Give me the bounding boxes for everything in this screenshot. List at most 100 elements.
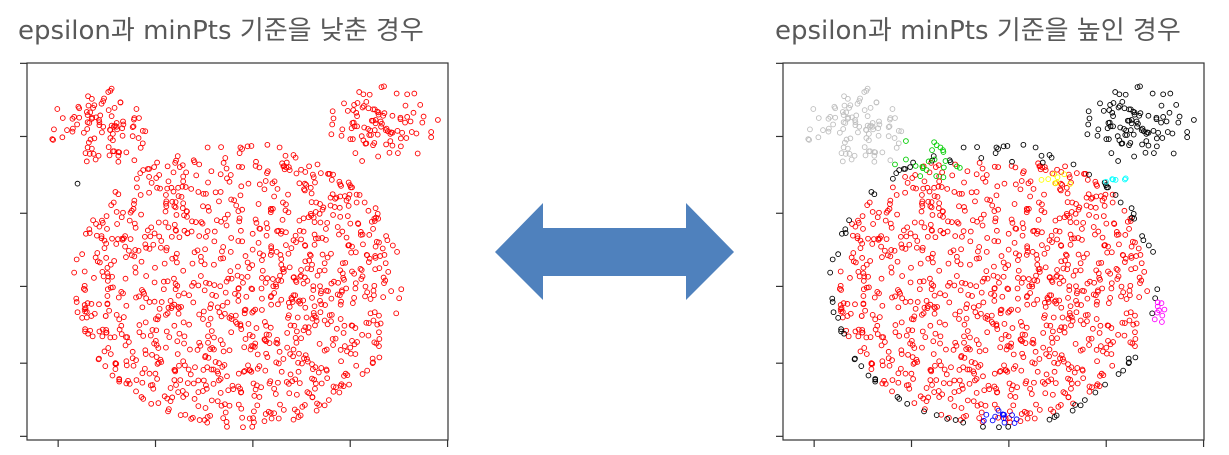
- data-point: [997, 310, 1004, 317]
- data-point: [289, 299, 296, 305]
- data-point: [871, 236, 877, 242]
- data-point: [841, 102, 848, 109]
- data-point: [918, 208, 925, 215]
- data-point: [217, 390, 224, 396]
- data-point: [1132, 312, 1138, 319]
- data-point: [311, 312, 317, 319]
- data-point: [235, 238, 242, 244]
- data-point: [1085, 108, 1092, 115]
- data-point: [1067, 231, 1074, 238]
- data-point: [292, 334, 299, 341]
- data-point: [1086, 383, 1093, 390]
- data-point: [318, 365, 325, 371]
- data-point: [198, 273, 204, 279]
- data-point: [1046, 292, 1053, 299]
- data-point: [1122, 255, 1129, 262]
- data-point: [216, 377, 222, 384]
- data-point: [115, 149, 122, 155]
- data-point: [937, 290, 943, 297]
- data-point: [297, 412, 304, 419]
- data-point: [1022, 331, 1028, 338]
- data-point: [128, 207, 135, 214]
- data-point: [204, 228, 211, 234]
- data-point: [869, 241, 876, 247]
- data-point: [1031, 301, 1037, 308]
- data-point: [112, 360, 119, 367]
- data-point: [240, 279, 246, 286]
- data-point: [830, 121, 836, 128]
- data-point: [944, 186, 951, 192]
- data-point: [163, 200, 169, 207]
- data-point: [1108, 150, 1115, 156]
- left-scatter-plot: [20, 62, 449, 447]
- data-point: [294, 391, 300, 398]
- data-point: [940, 380, 947, 386]
- data-point: [71, 269, 78, 276]
- data-point: [312, 209, 319, 215]
- data-point: [337, 301, 344, 308]
- data-point: [164, 185, 171, 192]
- data-point: [151, 164, 157, 170]
- data-point: [346, 381, 352, 388]
- data-point: [239, 238, 245, 245]
- data-point: [357, 265, 364, 272]
- data-point: [1019, 350, 1025, 357]
- data-point: [1066, 174, 1073, 181]
- data-point: [912, 233, 919, 240]
- data-point: [328, 295, 335, 302]
- data-point: [991, 298, 998, 304]
- data-point: [1050, 328, 1056, 335]
- data-point: [262, 279, 269, 286]
- data-point: [1099, 197, 1106, 204]
- data-point: [169, 255, 176, 262]
- data-point: [266, 331, 272, 338]
- data-point: [306, 257, 312, 264]
- data-point: [295, 359, 301, 366]
- data-point: [1074, 288, 1081, 294]
- data-point: [965, 292, 972, 298]
- data-point: [1129, 214, 1135, 221]
- data-point: [195, 377, 202, 384]
- data-point: [1005, 230, 1012, 237]
- data-point: [993, 144, 1000, 151]
- data-point: [147, 233, 154, 240]
- data-point: [205, 339, 211, 346]
- data-point: [874, 214, 881, 221]
- data-point: [204, 364, 211, 371]
- data-point: [940, 208, 946, 215]
- data-point: [861, 107, 868, 113]
- data-point: [1124, 117, 1131, 124]
- data-point: [307, 210, 314, 217]
- data-point: [1027, 385, 1033, 392]
- data-point: [997, 368, 1004, 374]
- data-point: [362, 283, 369, 290]
- data-point: [110, 131, 116, 137]
- data-point: [99, 269, 106, 275]
- data-point: [1107, 295, 1113, 301]
- data-point: [1032, 144, 1039, 151]
- data-point: [1104, 249, 1111, 256]
- data-point: [1131, 153, 1137, 160]
- data-point: [321, 267, 328, 274]
- data-point: [201, 287, 208, 294]
- data-point: [211, 261, 217, 268]
- data-point: [1012, 363, 1019, 369]
- data-point: [1066, 283, 1073, 290]
- data-point: [280, 265, 287, 272]
- data-point: [991, 163, 998, 170]
- data-point: [116, 326, 123, 333]
- data-point: [925, 255, 932, 262]
- data-point: [110, 284, 116, 291]
- data-point: [200, 190, 207, 197]
- data-point: [1031, 379, 1037, 386]
- data-point: [158, 299, 165, 305]
- data-point: [309, 315, 316, 322]
- data-point: [1003, 367, 1009, 374]
- data-point: [311, 231, 318, 238]
- data-point: [203, 190, 209, 197]
- data-point: [1062, 163, 1068, 170]
- data-point: [337, 267, 344, 274]
- data-point: [940, 230, 947, 237]
- data-point: [285, 209, 292, 216]
- data-point: [1127, 282, 1134, 289]
